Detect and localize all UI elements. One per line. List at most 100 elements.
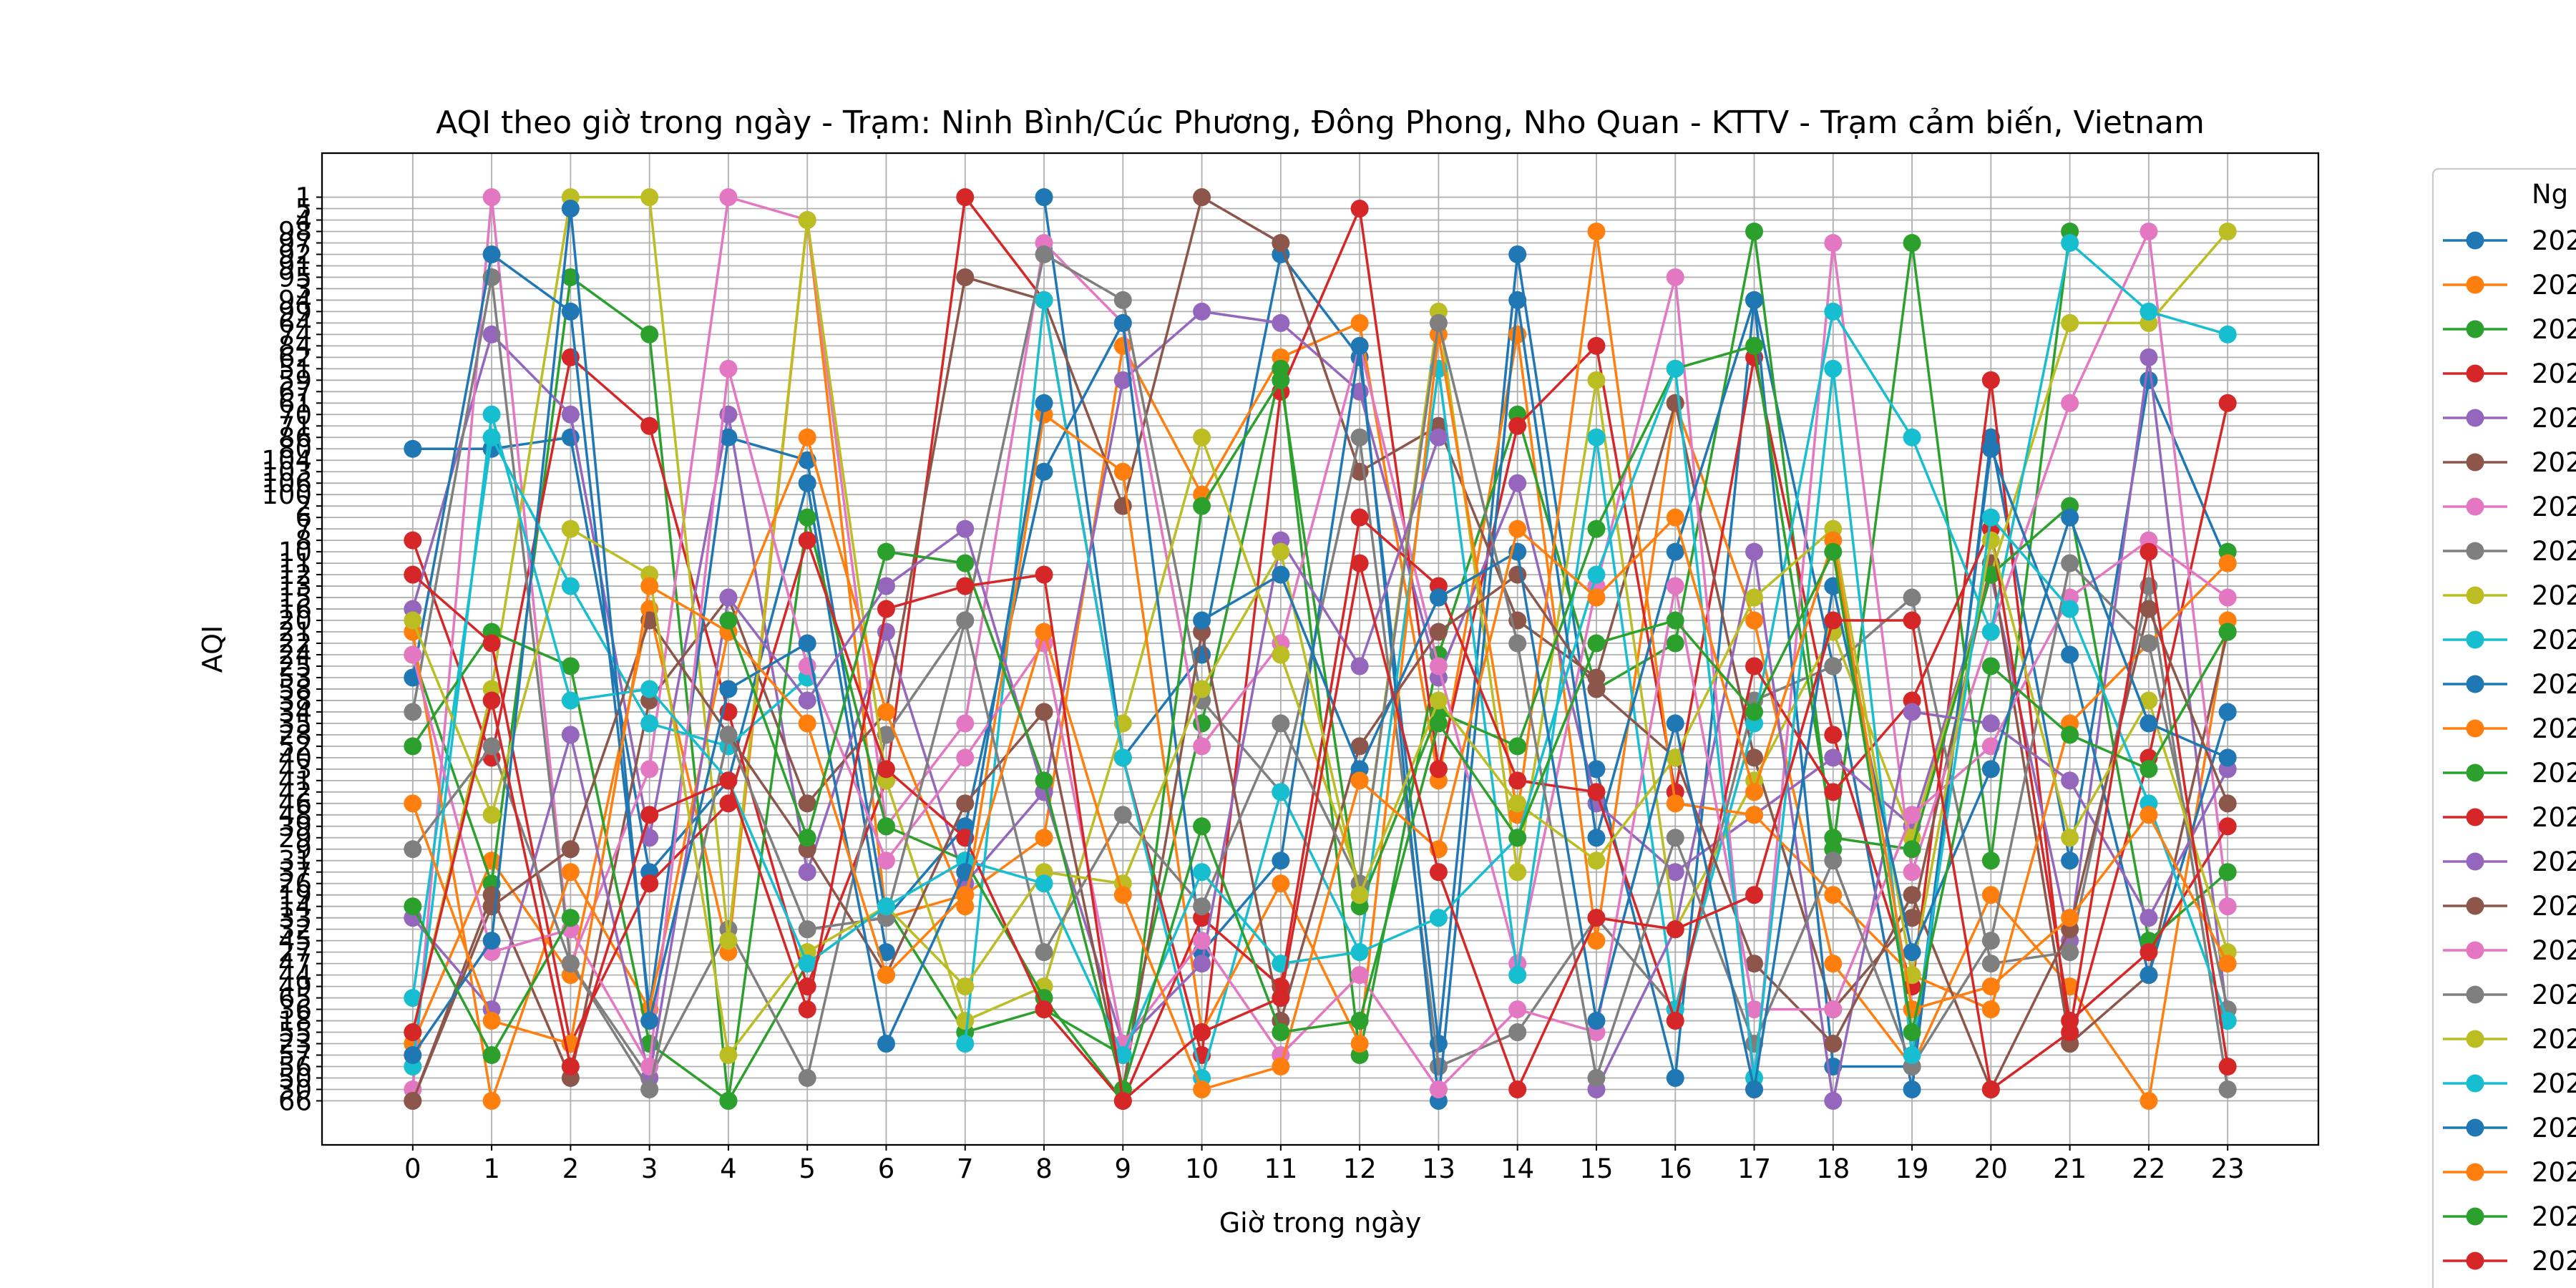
data-point xyxy=(1035,291,1053,309)
data-point xyxy=(482,691,501,710)
data-point xyxy=(1824,302,1843,321)
y-tick-label: 14 xyxy=(278,892,312,922)
y-axis-label: AQI xyxy=(197,625,228,673)
y-tick-label: 29 xyxy=(278,823,312,854)
data-point xyxy=(1113,313,1132,332)
data-point xyxy=(1113,748,1132,767)
data-point xyxy=(2140,909,2158,927)
x-tick-label: 21 xyxy=(2053,1153,2087,1184)
data-point xyxy=(1193,817,1211,836)
y-tick-label: 56 xyxy=(278,1051,312,1082)
data-point xyxy=(877,600,895,618)
y-tick-label: 91 xyxy=(278,250,312,281)
data-point xyxy=(640,416,659,435)
data-point xyxy=(1350,428,1369,447)
y-tick-label: 30 xyxy=(278,1074,312,1105)
legend-label: 202 xyxy=(2532,1157,2576,1188)
data-point xyxy=(404,1023,422,1042)
data-point xyxy=(1429,588,1448,607)
data-point xyxy=(2140,302,2158,321)
y-tick-label: 1 xyxy=(295,182,312,213)
x-axis-label: Giờ trong ngày xyxy=(1219,1207,1422,1239)
data-point xyxy=(1113,371,1132,389)
data-point xyxy=(1981,886,2000,904)
data-point xyxy=(2140,542,2158,561)
legend-marker xyxy=(2466,320,2484,338)
data-point xyxy=(2061,1023,2079,1042)
data-point xyxy=(798,794,816,813)
data-point xyxy=(1508,1080,1527,1098)
data-point xyxy=(956,188,975,207)
legend-label: 202 xyxy=(2532,847,2576,877)
data-point xyxy=(1350,737,1369,756)
data-point xyxy=(2218,1057,2237,1075)
data-point xyxy=(1429,657,1448,675)
data-point xyxy=(1429,623,1448,641)
data-point xyxy=(1272,783,1290,801)
legend-marker xyxy=(2466,808,2484,826)
data-point xyxy=(1193,188,1211,207)
y-tick-label: 43 xyxy=(278,754,312,785)
data-point xyxy=(956,268,975,286)
y-tick-label: 3 xyxy=(295,273,312,304)
data-point xyxy=(719,1046,738,1065)
data-point xyxy=(1508,1000,1527,1019)
series-line xyxy=(727,547,2229,1095)
data-point xyxy=(798,211,816,230)
data-point xyxy=(719,359,738,378)
series-line xyxy=(411,514,2229,1103)
data-point xyxy=(1981,657,2000,675)
data-point xyxy=(1745,657,1764,675)
data-point xyxy=(1587,1068,1606,1087)
data-point xyxy=(798,691,816,710)
data-point xyxy=(482,1012,501,1030)
data-point xyxy=(1587,1012,1606,1030)
data-point xyxy=(1666,748,1684,767)
data-point xyxy=(1113,291,1132,309)
y-tick-label: 15 xyxy=(278,582,312,613)
y-tick-label: 40 xyxy=(278,743,312,774)
data-point xyxy=(2218,794,2237,813)
legend-marker xyxy=(2466,719,2484,738)
y-tick-label: 49 xyxy=(278,972,312,1002)
data-point xyxy=(2061,726,2079,744)
data-point xyxy=(1745,748,1764,767)
data-point xyxy=(1508,245,1527,263)
y-tick-label: 61 xyxy=(278,388,312,419)
data-point xyxy=(1981,852,2000,870)
y-tick-label: 64 xyxy=(278,308,312,338)
data-point xyxy=(1350,1012,1369,1030)
data-point xyxy=(404,1046,422,1065)
series-line xyxy=(411,195,2229,1090)
y-tick-label: 66 xyxy=(278,1085,312,1116)
data-point xyxy=(798,863,816,882)
data-point xyxy=(1272,714,1290,733)
data-point xyxy=(1429,1080,1448,1098)
data-point xyxy=(640,1012,659,1030)
data-point xyxy=(1903,1046,1921,1065)
chart-title: AQI theo giờ trong ngày - Trạm: Ninh Bìn… xyxy=(436,104,2205,141)
data-point xyxy=(1903,863,1921,882)
data-point xyxy=(1350,966,1369,985)
data-point xyxy=(640,680,659,698)
data-point xyxy=(956,554,975,572)
plot-lines xyxy=(404,188,2237,1110)
series-line xyxy=(411,572,2229,1102)
y-tick-label: 84 xyxy=(278,331,312,361)
data-point xyxy=(1113,1091,1132,1110)
series-line xyxy=(411,514,2229,1091)
series-line xyxy=(411,526,2229,1058)
y-tick-label: 62 xyxy=(278,342,312,373)
data-point xyxy=(1981,932,2000,950)
data-point xyxy=(1272,371,1290,389)
data-point xyxy=(1272,542,1290,561)
y-tick-label: 70 xyxy=(278,399,312,430)
data-point xyxy=(1508,737,1527,756)
data-point xyxy=(404,611,422,630)
data-point xyxy=(1508,291,1527,309)
data-point xyxy=(1587,223,1606,241)
x-tick-label: 9 xyxy=(1115,1153,1132,1184)
legend-marker xyxy=(2466,364,2484,383)
y-tick-label: 11 xyxy=(278,548,312,579)
y-tick-label: 23 xyxy=(278,1029,312,1060)
